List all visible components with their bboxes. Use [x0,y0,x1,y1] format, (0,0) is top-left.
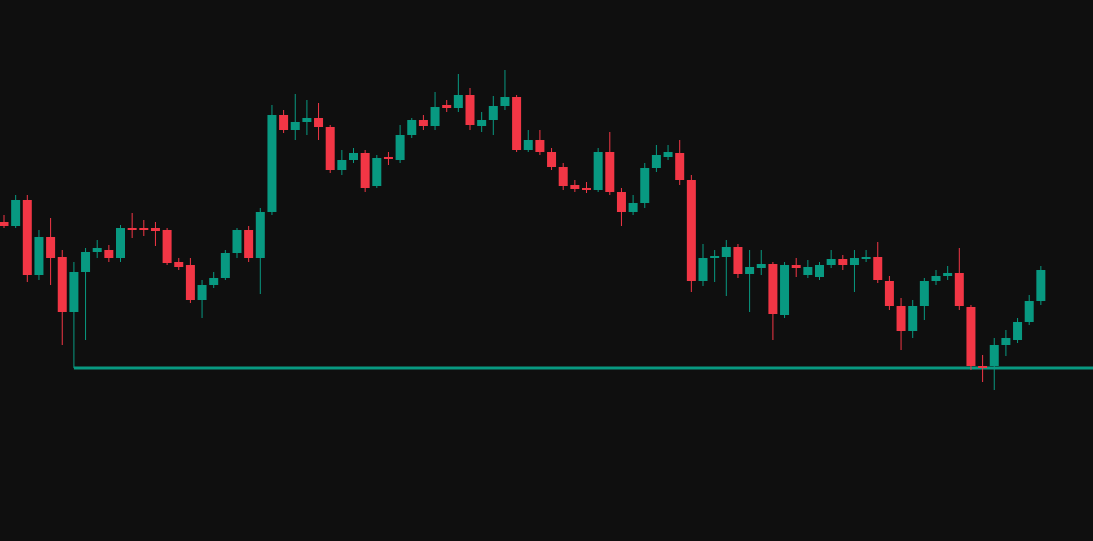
candle-body [978,366,988,368]
candle-body [686,180,696,281]
candle-body [558,167,568,186]
candle-body [0,222,9,226]
candle-body [290,122,300,130]
candle-body [360,153,370,188]
candle-body [570,185,580,189]
candle-body [582,188,591,190]
candle-body [616,192,626,212]
candle-body [768,264,778,314]
candle-body [1013,322,1023,340]
candle-body [337,160,347,170]
candle-body [430,107,440,126]
candle-body [314,118,324,127]
candle-body [849,258,859,265]
candle-body [628,203,638,212]
candle-body [418,120,428,126]
candle-body [1036,270,1046,301]
candle-body [185,265,195,300]
candle-body [547,152,557,167]
candle-body [442,105,452,108]
candle-body [209,278,219,285]
candle-body [255,212,265,258]
candle-body [838,259,848,265]
candle-body [873,257,883,280]
candle-body [698,258,708,281]
candle-body [803,267,813,275]
candle-body [349,153,358,160]
candle-body [383,157,393,159]
candle-body [593,152,603,190]
candle-body [512,97,522,150]
candle-body [453,95,463,108]
candle-body [279,115,289,130]
candle-body [104,250,114,258]
candle-body [675,153,685,180]
candle-body [395,135,405,160]
candle-body [81,252,91,272]
candle-body [407,120,417,135]
candle-body [931,276,941,281]
candle-body [733,247,743,274]
candle-body [966,307,976,366]
candle-body [943,273,953,276]
candle-body [861,257,871,259]
candle-body [488,106,498,120]
candle-body [174,262,184,267]
candle-body [150,228,160,231]
candle-body [34,237,44,275]
candle-body [1024,301,1034,322]
candle-body [954,273,964,306]
candle-body [116,228,125,258]
candle-body [69,272,79,312]
candle-body [908,306,918,331]
candle-body [57,257,67,312]
candle-body [477,120,487,126]
candle-body [721,247,731,257]
candle-body [663,152,673,157]
candle-body [640,168,650,203]
candle-body [815,265,824,277]
candle-body [244,230,254,258]
candle-body [372,158,382,186]
candle-body [535,140,545,152]
candle-body [605,152,615,192]
candle-body [325,127,335,170]
candle-body [826,259,836,265]
candle-body [919,281,929,306]
candle-body [1001,338,1011,345]
candle-body [756,264,766,268]
candle-body [162,230,172,263]
candle-body [465,95,475,125]
candle-body [197,285,207,300]
candle-body [220,253,230,278]
candle-body [302,118,312,122]
candle-body [791,265,801,268]
candle-body [896,306,906,331]
candle-body [989,345,999,366]
candle-body [127,228,137,230]
candle-body [745,267,755,274]
candle-body [92,248,102,252]
candle-body [46,237,56,258]
candle-body [780,265,790,315]
candle-body [710,256,720,258]
candle-body [22,200,32,275]
candle-body [11,200,21,226]
candle-body [139,228,149,230]
candle-body [267,115,277,212]
candle-body [651,155,661,168]
candle-body [523,140,533,150]
candle-body [884,281,894,306]
candle-body [232,230,242,253]
candle-body [500,97,510,106]
